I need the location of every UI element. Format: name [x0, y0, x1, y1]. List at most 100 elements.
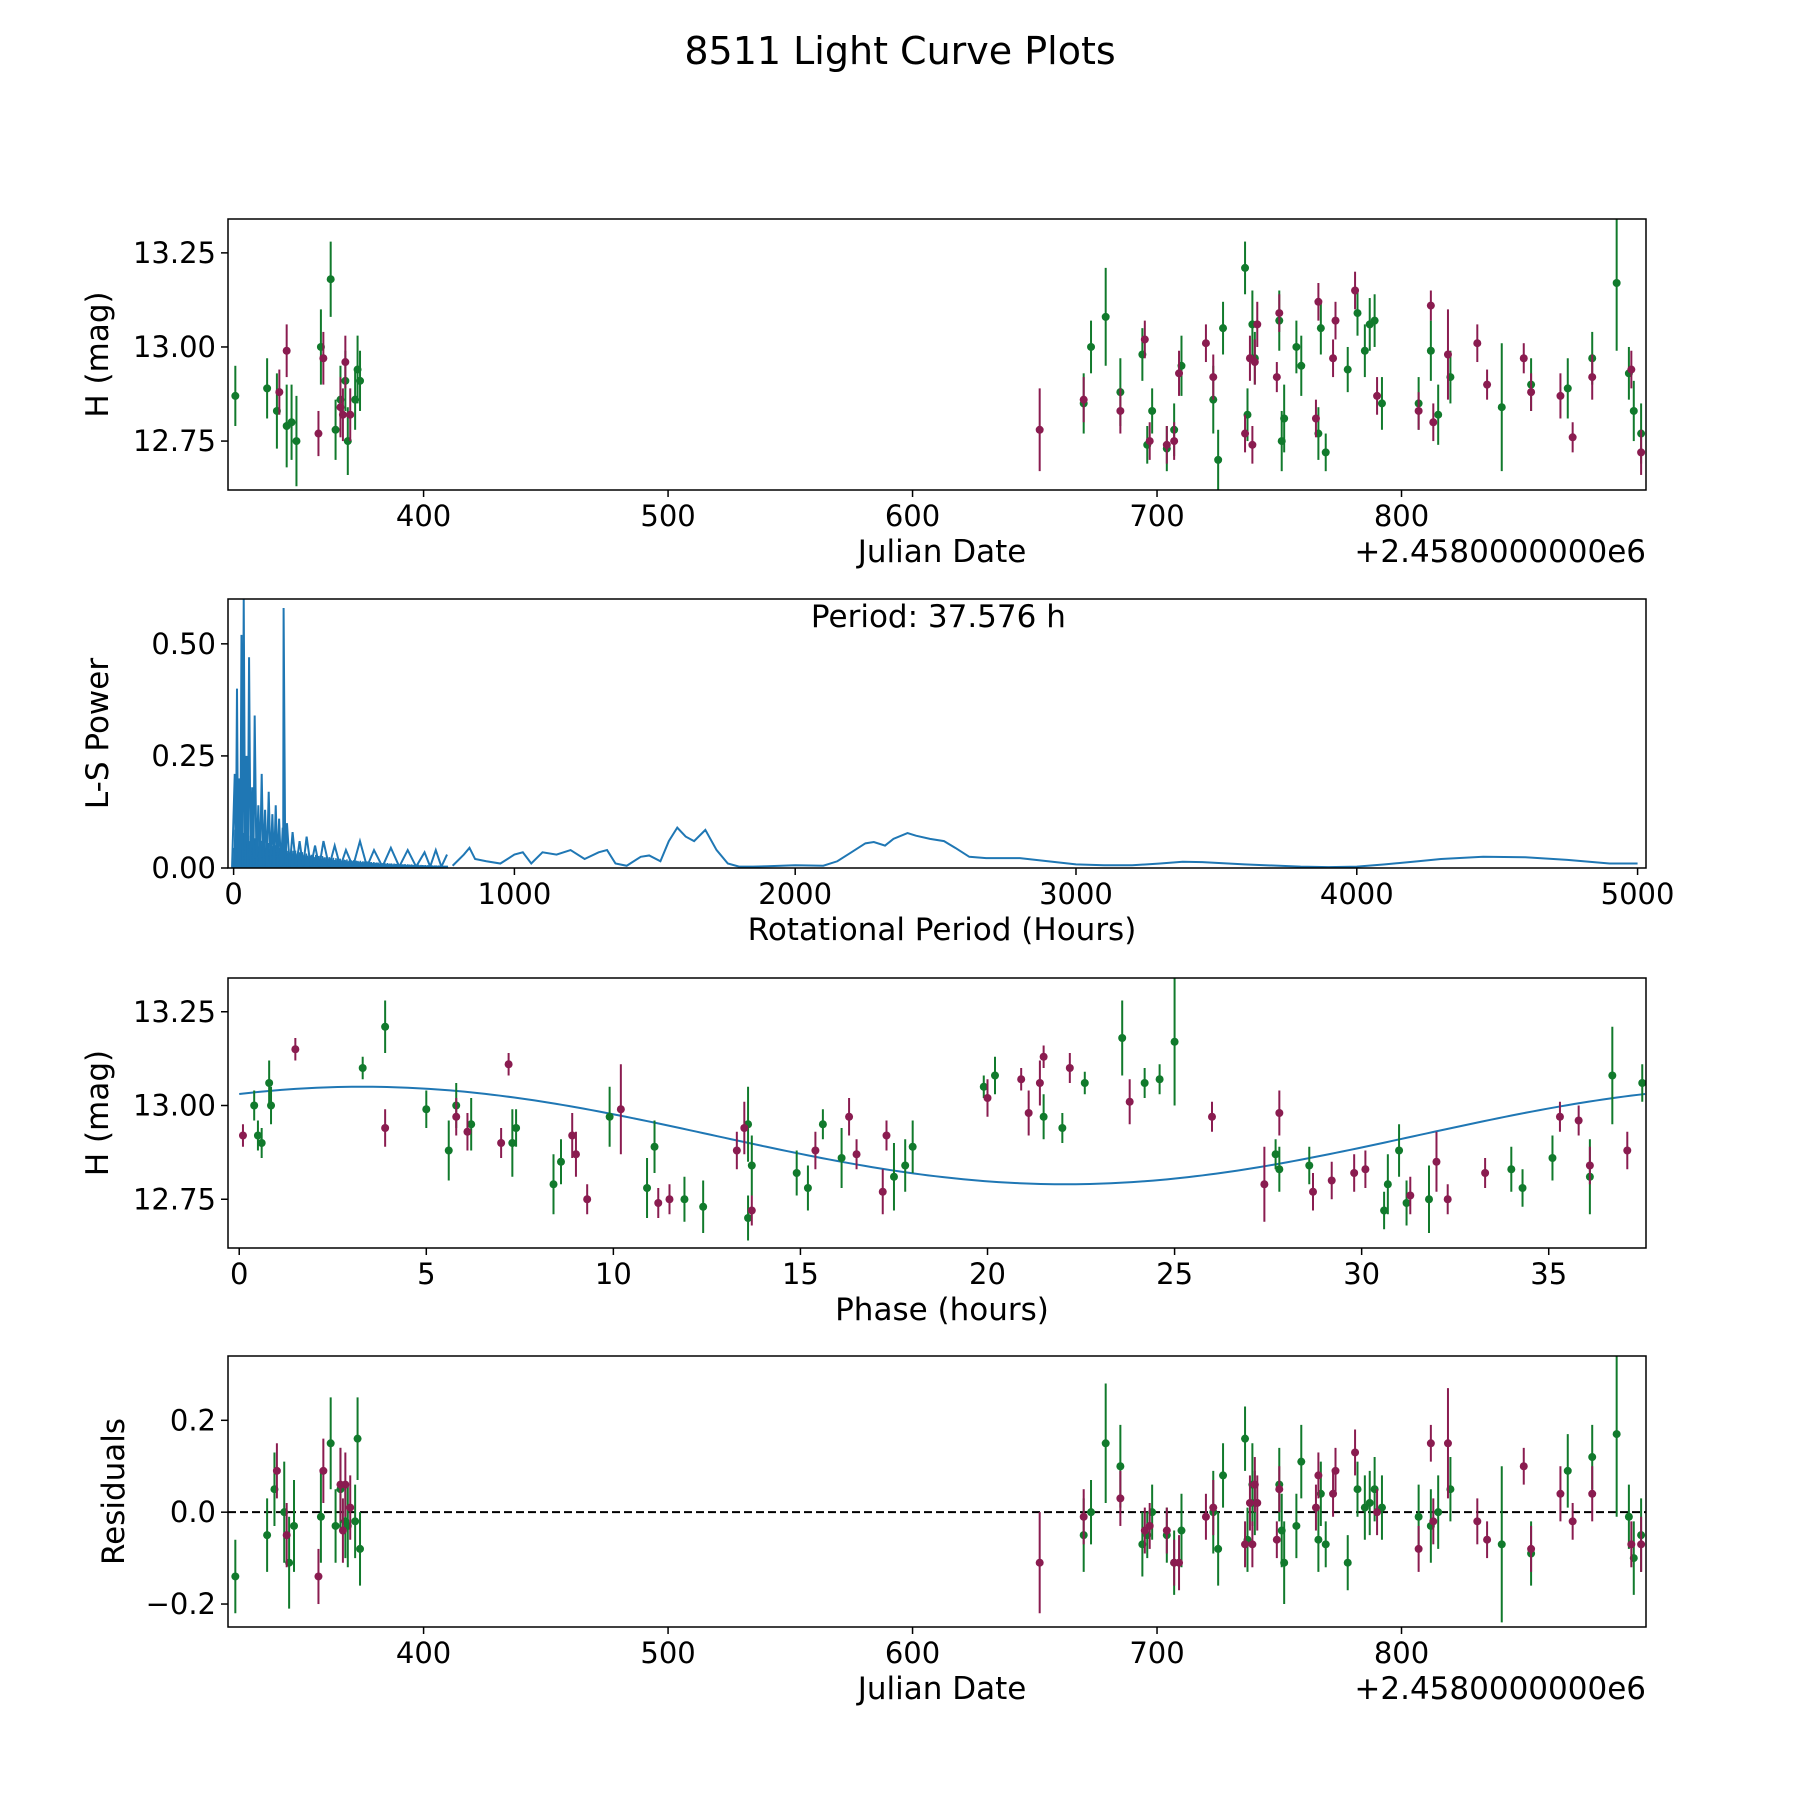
data-point-purple	[1314, 1471, 1323, 1480]
data-point-purple	[1527, 388, 1536, 397]
data-point-purple	[1426, 1439, 1435, 1448]
data-point-green	[1155, 1075, 1164, 1084]
data-point-green	[1297, 361, 1306, 370]
data-point-green	[1177, 1526, 1186, 1535]
data-point-green	[444, 1146, 453, 1155]
period-annotation: Period: 37.576 h	[811, 599, 1066, 635]
data-point-purple	[346, 410, 355, 419]
x-tick-label: 2000	[758, 877, 832, 911]
data-point-purple	[1039, 1052, 1048, 1061]
data-point-green	[1080, 1079, 1089, 1087]
data-point-green	[1280, 414, 1289, 423]
data-point-green	[1608, 1071, 1617, 1080]
data-point-green	[1497, 1540, 1506, 1549]
data-point-green	[1148, 406, 1157, 415]
data-point-purple	[1329, 354, 1338, 363]
data-point-green	[1353, 1485, 1362, 1494]
data-point-green	[467, 1120, 476, 1129]
y-tick-label: 13.25	[133, 995, 216, 1029]
data-point-green	[605, 1112, 614, 1121]
axes-frame	[227, 977, 1647, 1249]
data-point-purple	[665, 1195, 674, 1204]
data-point-green	[1292, 342, 1301, 351]
data-point-purple	[1275, 1109, 1284, 1117]
data-point-green	[1321, 1540, 1330, 1549]
data-point-purple	[1406, 1191, 1415, 1200]
data-point-green	[316, 1512, 325, 1521]
data-point-green	[1292, 1521, 1301, 1530]
x-offset-text: +2.4580000000e6	[1354, 534, 1646, 570]
data-point-green	[1087, 1508, 1096, 1517]
data-point-green	[267, 1101, 276, 1110]
data-point-green	[1629, 406, 1638, 415]
data-point-green	[1365, 1498, 1374, 1507]
data-point-green	[1214, 455, 1223, 464]
data-point-purple	[1373, 1508, 1382, 1517]
x-tick-label: 10	[595, 1257, 632, 1291]
y-tick-label: 13.00	[133, 330, 216, 364]
x-tick-label: 700	[1129, 499, 1184, 533]
data-point-purple	[1481, 1169, 1490, 1177]
data-point-purple	[338, 410, 347, 419]
data-point-green	[1101, 1439, 1110, 1448]
data-point-green	[1058, 1124, 1067, 1132]
data-point-purple	[319, 1466, 328, 1475]
data-point-purple	[1311, 414, 1320, 423]
data-point-purple	[568, 1131, 577, 1140]
data-point-purple	[1527, 1544, 1536, 1553]
data-point-green	[1116, 1462, 1125, 1471]
data-point-purple	[291, 1045, 300, 1054]
y-axis-label: Residuals	[96, 1418, 132, 1565]
data-point-purple	[497, 1139, 506, 1147]
data-point-purple	[1314, 297, 1323, 306]
data-point-green	[326, 1439, 335, 1448]
data-point-purple	[747, 1206, 756, 1215]
data-point-green	[1402, 1199, 1411, 1207]
data-point-purple	[1429, 418, 1438, 427]
data-point-green	[1434, 1508, 1443, 1517]
data-point-purple	[1637, 1540, 1646, 1549]
data-point-purple	[1585, 1161, 1594, 1170]
data-point-purple	[1079, 1512, 1088, 1521]
data-point-green	[356, 376, 365, 385]
data-point-purple	[1201, 339, 1210, 348]
data-point-green	[1140, 1079, 1149, 1087]
data-layer	[231, 599, 1638, 868]
x-axis-label: Rotational Period (Hours)	[748, 912, 1137, 948]
data-point-purple	[1414, 406, 1423, 415]
y-tick-label: 0.2	[170, 1403, 216, 1437]
data-point-green	[1118, 1034, 1127, 1042]
data-point-purple	[852, 1150, 861, 1159]
data-point-purple	[1035, 1558, 1044, 1567]
data-point-purple	[1473, 1517, 1482, 1526]
x-tick-label: 700	[1129, 1636, 1184, 1670]
data-point-purple	[1627, 1540, 1636, 1549]
data-point-green	[1241, 263, 1250, 272]
data-point-green	[556, 1157, 565, 1166]
data-point-purple	[1623, 1146, 1632, 1155]
data-point-green	[1434, 410, 1443, 419]
data-point-green	[837, 1154, 846, 1162]
data-point-green	[1426, 346, 1435, 355]
data-point-green	[1588, 1453, 1597, 1462]
data-point-green	[1377, 399, 1386, 408]
data-point-green	[1219, 324, 1228, 333]
data-point-green	[1214, 1544, 1223, 1553]
data-point-purple	[1443, 350, 1452, 359]
axes-frame	[227, 218, 1647, 491]
y-tick-label: 0.50	[151, 627, 216, 661]
data-point-purple	[1248, 440, 1257, 449]
data-point-green	[356, 1544, 365, 1553]
data-point-green	[990, 1071, 999, 1080]
data-point-purple	[1327, 1176, 1336, 1185]
data-point-purple	[1017, 1075, 1026, 1084]
axes-phased-curve: 0 5 10 15 20 25 30 35 12.75 13.00 13.25 Phase (hour…	[80, 977, 1647, 1328]
data-point-purple	[1207, 1112, 1216, 1121]
x-tick-label: 400	[396, 499, 451, 533]
data-point-purple	[341, 1480, 350, 1489]
data-point-purple	[504, 1060, 513, 1069]
x-tick-label: 800	[1374, 499, 1429, 533]
data-point-purple	[811, 1146, 820, 1155]
